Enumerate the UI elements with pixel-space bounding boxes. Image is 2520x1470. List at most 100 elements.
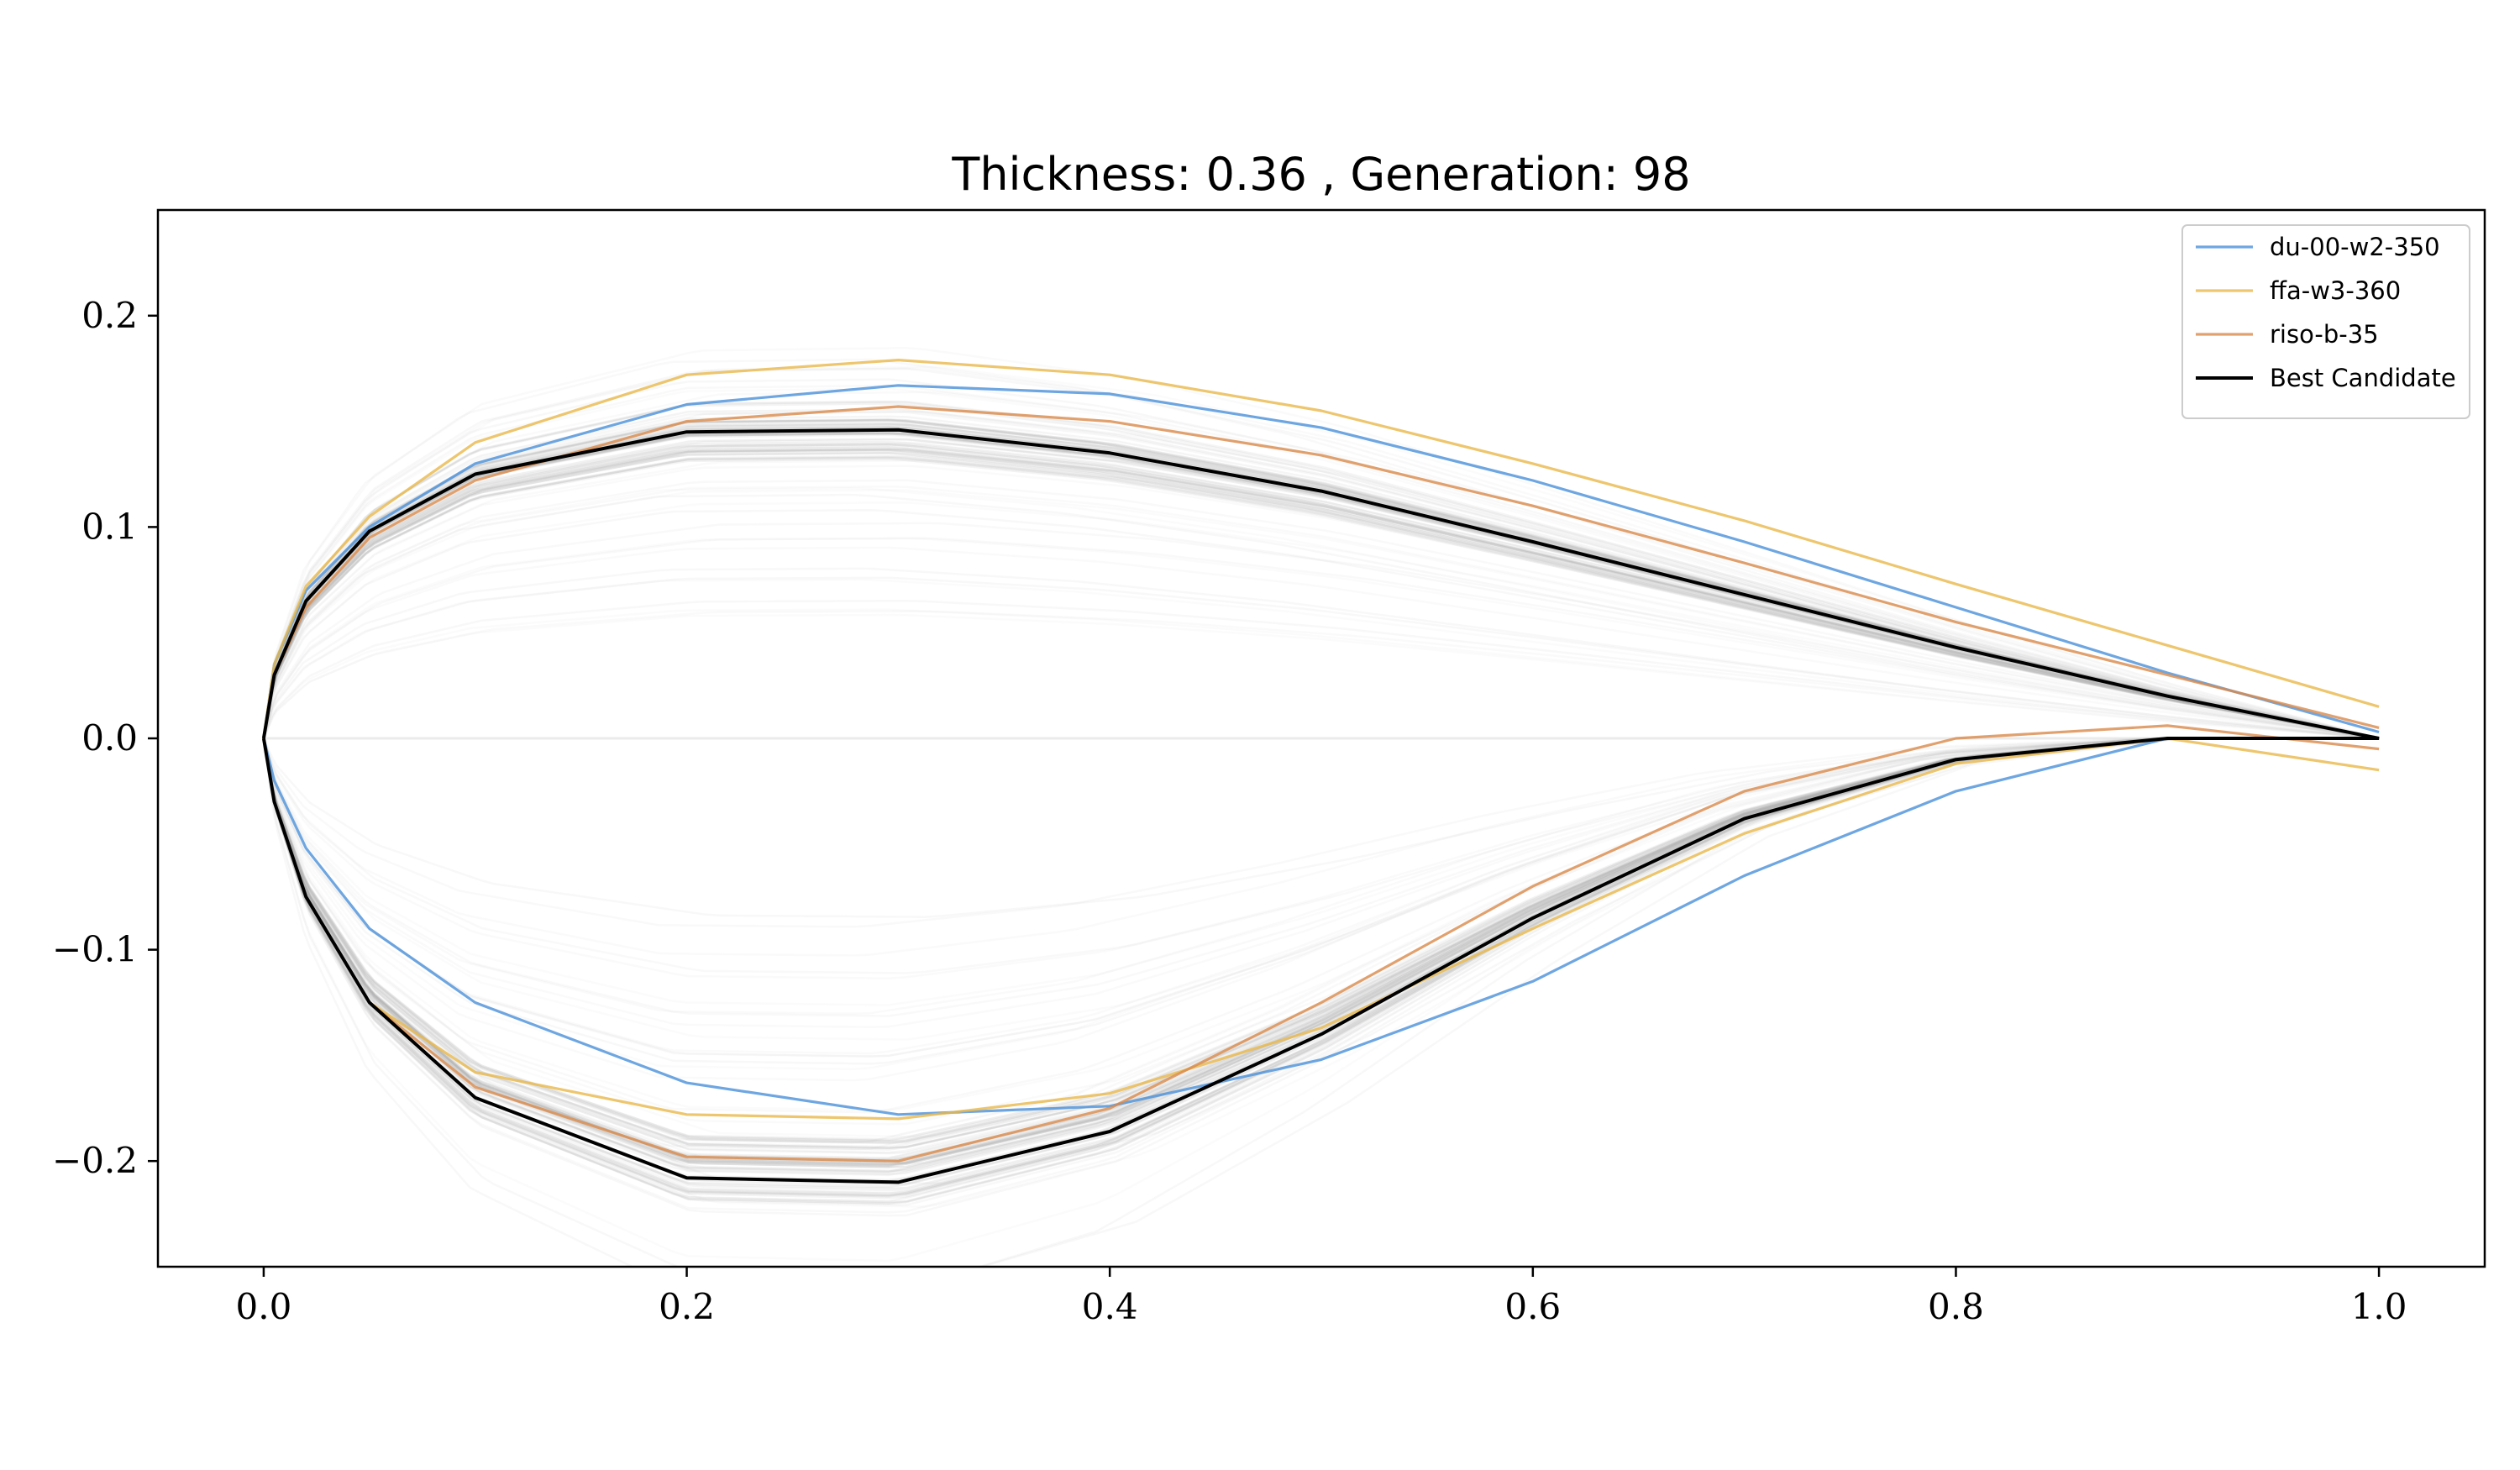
population-curve-lower bbox=[262, 737, 2380, 1145]
population-curve-upper bbox=[262, 367, 2380, 740]
population-curve-upper bbox=[262, 418, 2380, 740]
population-curve-lower bbox=[262, 737, 2380, 1173]
population-curve-upper bbox=[262, 489, 2380, 740]
population-curve-lower bbox=[262, 737, 2380, 1082]
y-tick-label: −0.1 bbox=[52, 929, 138, 970]
series-best-candidate-lower bbox=[261, 737, 2380, 1184]
population-curve-upper bbox=[262, 610, 2380, 740]
population-curve-upper bbox=[262, 423, 2380, 740]
population-curve-lower bbox=[262, 737, 2380, 1168]
series-du-00-w2-350-upper bbox=[262, 384, 2380, 739]
population-curve-lower bbox=[262, 737, 2380, 1114]
population-curve-upper bbox=[262, 451, 2380, 740]
population-curve-lower bbox=[262, 737, 2380, 1149]
population-curve-lower bbox=[262, 737, 2380, 1144]
population-curve-upper bbox=[262, 443, 2380, 740]
population-curve-upper bbox=[262, 443, 2380, 740]
population-curve-upper bbox=[262, 459, 2380, 740]
population-curve-upper bbox=[262, 449, 2380, 740]
population-curve-lower bbox=[262, 737, 2380, 1267]
population-curve-lower bbox=[262, 737, 2380, 1142]
population-curve-upper bbox=[262, 419, 2380, 740]
population-curve-upper bbox=[262, 446, 2380, 740]
population-curve-upper bbox=[262, 391, 2380, 740]
population-curve-upper bbox=[262, 452, 2380, 740]
population-curve-lower bbox=[262, 737, 2380, 1168]
population-curve-upper bbox=[262, 365, 2380, 740]
population-curve-lower bbox=[262, 737, 2380, 1263]
population-curve-lower bbox=[262, 737, 2380, 1205]
population-curve-lower bbox=[262, 737, 2380, 1151]
population-curve-lower bbox=[262, 737, 2380, 1071]
series-best-candidate-upper bbox=[261, 428, 2380, 740]
population-curve-upper bbox=[262, 449, 2380, 740]
chart-title: Thickness: 0.36 , Generation: 98 bbox=[951, 148, 1690, 201]
population-curve-lower bbox=[262, 737, 2380, 1041]
population-curve-upper bbox=[262, 346, 2380, 740]
population-curve-lower bbox=[262, 737, 2380, 928]
population-curve-upper bbox=[262, 418, 2380, 740]
series-du-00-w2-350-lower bbox=[262, 737, 2380, 1116]
legend-label: riso-b-35 bbox=[2270, 320, 2379, 349]
x-tick-label: 0.6 bbox=[1504, 1286, 1561, 1327]
background-population bbox=[262, 346, 2380, 1267]
population-curve-lower bbox=[262, 737, 2380, 1167]
population-curve-upper bbox=[262, 358, 2380, 740]
population-curve-lower bbox=[262, 737, 2380, 1112]
population-curve-lower bbox=[262, 737, 2380, 1148]
population-curve-upper bbox=[262, 537, 2380, 740]
population-curve-upper bbox=[262, 417, 2380, 740]
population-curve-upper bbox=[262, 442, 2380, 740]
y-tick-label: 0.0 bbox=[81, 717, 138, 759]
population-curve-lower bbox=[262, 737, 2380, 1196]
series-layer bbox=[261, 359, 2380, 1184]
population-curve-upper bbox=[262, 452, 2380, 740]
population-curve-lower bbox=[262, 737, 2380, 1143]
legend-label: Best Candidate bbox=[2270, 364, 2456, 392]
population-curve-lower bbox=[262, 737, 2380, 1160]
population-curve-lower bbox=[262, 737, 2380, 1155]
population-curve-upper bbox=[262, 508, 2380, 740]
population-curve-lower bbox=[262, 737, 2380, 1149]
y-tick-label: −0.2 bbox=[52, 1140, 138, 1181]
population-curve-lower bbox=[262, 737, 2380, 1197]
population-curve-upper bbox=[262, 578, 2380, 740]
population-curve-lower bbox=[262, 737, 2380, 1214]
population-curve-lower bbox=[262, 737, 2380, 1165]
population-curve-lower bbox=[262, 737, 2380, 1144]
population-curve-upper bbox=[262, 455, 2380, 740]
population-curve-upper bbox=[262, 449, 2380, 740]
population-curve-upper bbox=[262, 501, 2380, 740]
population-curve-lower bbox=[262, 737, 2380, 1167]
population-curve-lower bbox=[262, 737, 2380, 1006]
population-curve-upper bbox=[262, 613, 2380, 740]
population-curve-upper bbox=[262, 444, 2380, 740]
population-curve-upper bbox=[262, 444, 2380, 740]
population-curve-upper bbox=[262, 522, 2380, 740]
population-curve-lower bbox=[262, 737, 2380, 1142]
population-curve-lower bbox=[262, 737, 2380, 1194]
population-curve-lower bbox=[262, 737, 2380, 1159]
population-curve-upper bbox=[262, 440, 2380, 740]
population-curve-lower bbox=[262, 737, 2380, 1029]
population-curve-upper bbox=[262, 458, 2380, 740]
x-tick-label: 0.8 bbox=[1928, 1286, 1984, 1327]
population-curve-upper bbox=[262, 465, 2380, 740]
population-curve-upper bbox=[262, 423, 2380, 740]
population-curve-upper bbox=[262, 447, 2380, 740]
population-curve-upper bbox=[262, 567, 2380, 740]
x-tick-label: 1.0 bbox=[2351, 1286, 2407, 1327]
population-curve-lower bbox=[262, 737, 2380, 1138]
population-curve-lower bbox=[262, 737, 2380, 1065]
population-curve-upper bbox=[262, 451, 2380, 740]
y-tick-label: 0.2 bbox=[81, 295, 138, 336]
population-curve-lower bbox=[262, 737, 2380, 1163]
population-curve-upper bbox=[262, 418, 2380, 740]
population-curve-upper bbox=[262, 454, 2380, 740]
population-curve-upper bbox=[262, 608, 2380, 740]
population-curve-upper bbox=[262, 493, 2380, 740]
population-curve-upper bbox=[262, 410, 2380, 740]
x-tick-label: 0.4 bbox=[1082, 1286, 1138, 1327]
population-curve-upper bbox=[262, 387, 2380, 740]
